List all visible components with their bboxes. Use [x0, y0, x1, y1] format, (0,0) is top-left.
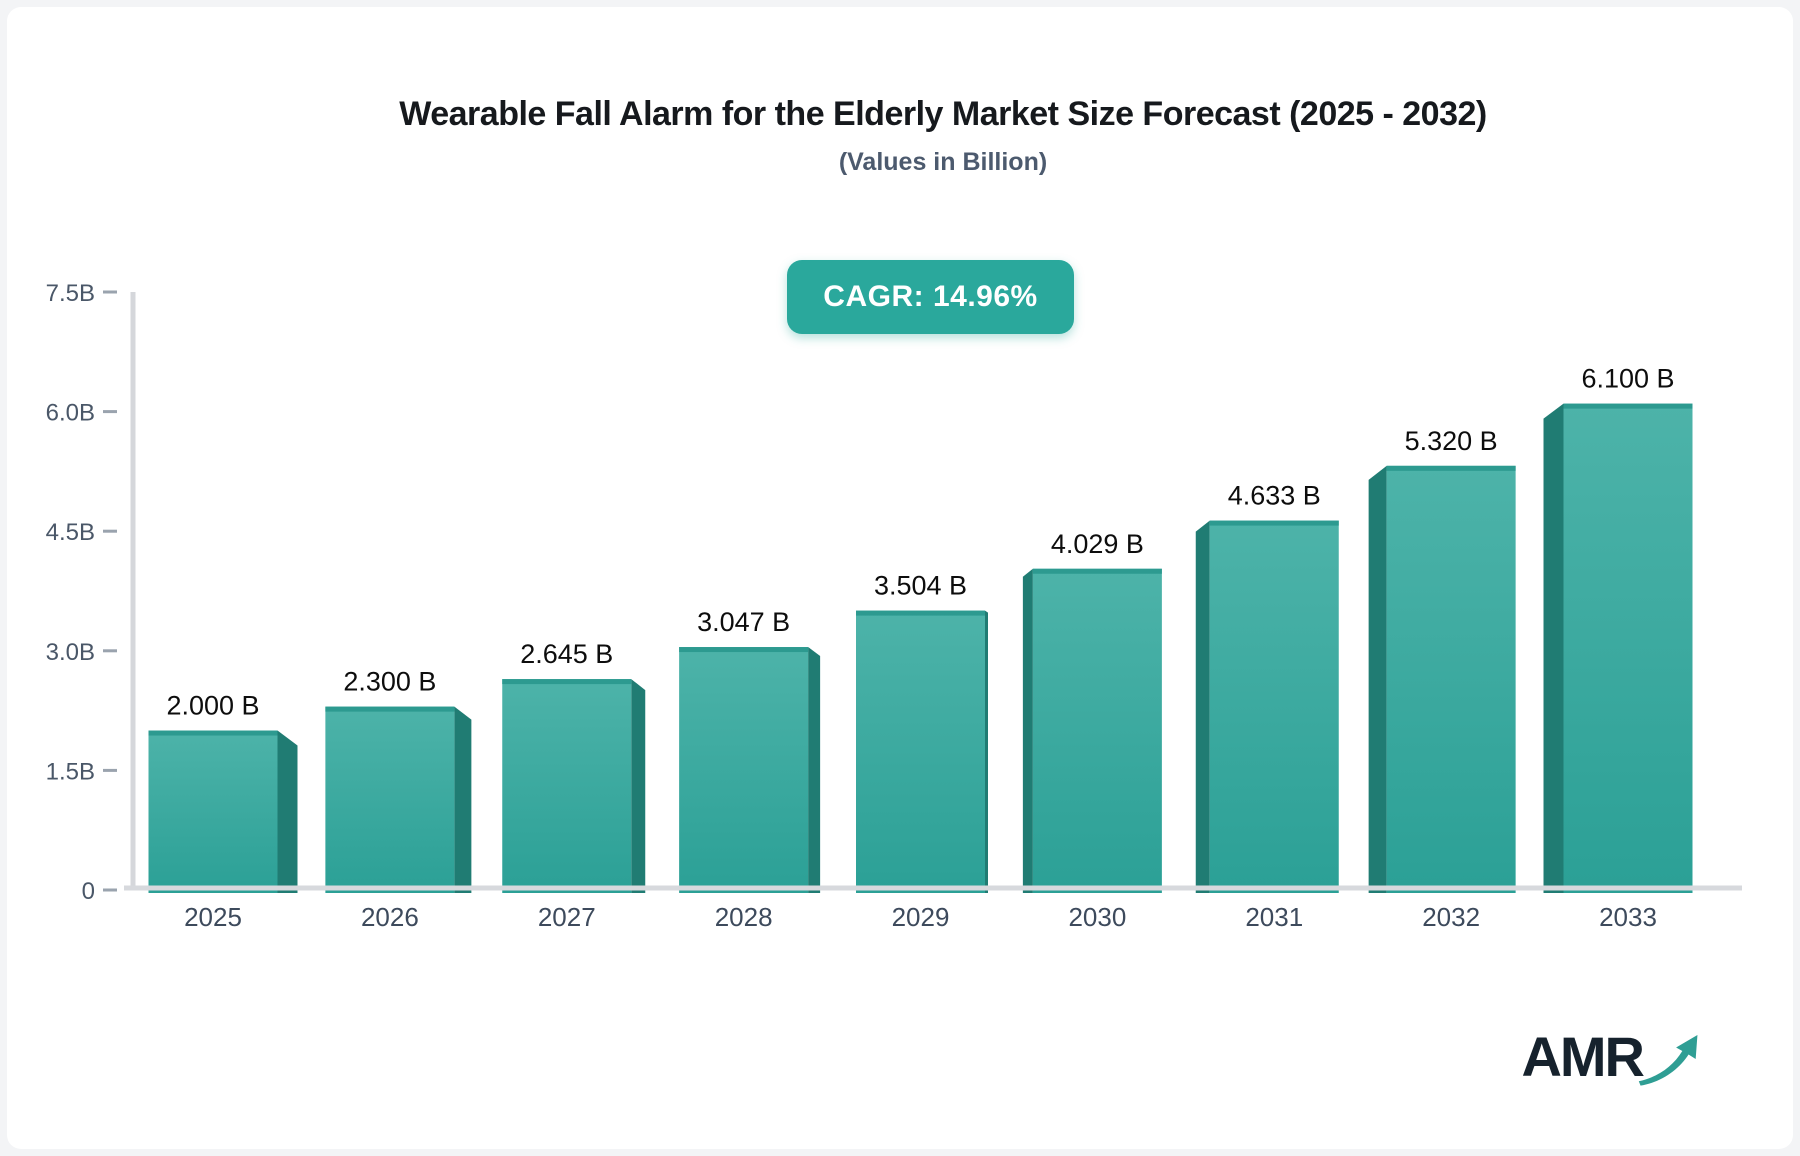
bar-side	[631, 679, 646, 893]
x-axis-year-label: 2033	[1599, 902, 1657, 932]
y-axis-tick-label: 3.0B	[46, 639, 95, 666]
bar-side	[808, 647, 821, 893]
bar-group-2032: 5.320 B 2032	[1368, 426, 1516, 932]
bar-value-label: 3.504 B	[874, 571, 967, 601]
bar-value-label: 2.300 B	[343, 667, 436, 697]
bar-group-2033: 6.100 B 2033	[1543, 364, 1693, 932]
x-axis-year-label: 2025	[184, 902, 242, 932]
page-title: Wearable Fall Alarm for the Elderly Mark…	[399, 95, 1487, 133]
bar-side	[1368, 465, 1387, 893]
brand-logo: AMR	[1521, 1029, 1701, 1087]
bar-top-edge	[1032, 568, 1162, 574]
bar-value-label: 2.000 B	[166, 691, 259, 721]
chart-subtitle: (Values in Billion)	[838, 148, 1048, 176]
y-axis-tick-mark	[103, 649, 117, 653]
bar-value-label: 2.645 B	[520, 639, 613, 669]
x-axis-year-label: 2030	[1068, 902, 1126, 932]
bar-front	[679, 647, 809, 893]
bar-side	[1022, 568, 1033, 893]
bar-side	[454, 706, 472, 893]
x-axis-year-label: 2026	[361, 902, 419, 932]
x-axis-baseline	[124, 885, 1742, 891]
bar-top-edge	[1386, 465, 1516, 471]
bar-top-edge	[1209, 520, 1339, 526]
y-axis-tick-mark	[103, 529, 117, 533]
bar-front	[1032, 568, 1162, 893]
bar-group-2029: 3.504 B 2029	[856, 571, 988, 932]
y-axis-tick-label: 6.0B	[46, 400, 95, 427]
bar-side	[1195, 520, 1210, 893]
bar-value-label: 3.047 B	[697, 607, 790, 637]
bar-top-edge	[679, 647, 809, 653]
cagr-badge: CAGR: 14.96%	[787, 260, 1074, 334]
y-axis-tick-mark	[103, 410, 117, 414]
y-axis-tick-mark	[103, 290, 117, 294]
y-axis-tick-label: 4.5B	[46, 519, 95, 546]
x-axis-year-label: 2031	[1245, 902, 1303, 932]
bar-group-2030: 4.029 B 2030	[1022, 529, 1162, 932]
bar-group-2027: 2.645 B 2027	[502, 639, 646, 932]
bar-value-label: 5.320 B	[1405, 426, 1498, 456]
bar-front	[325, 706, 455, 893]
y-axis-tick-label: 1.5B	[46, 758, 95, 785]
y-axis-tick-mark	[103, 768, 117, 772]
bar-group-2025: 2.000 B 2025	[148, 691, 298, 932]
bar-top-edge	[502, 679, 632, 685]
bar-group-2031: 4.633 B 2031	[1195, 481, 1339, 932]
bar-value-label: 4.029 B	[1051, 529, 1144, 559]
cagr-badge-label: CAGR: 14.96%	[823, 280, 1038, 313]
x-axis-year-label: 2029	[892, 902, 950, 932]
logo-arrow-icon	[1638, 1035, 1698, 1086]
bar-front	[1563, 403, 1693, 893]
bar-side	[985, 610, 988, 893]
bar-top-edge	[325, 706, 455, 712]
logo-text: AMR	[1521, 1025, 1645, 1088]
y-axis-tick-label: 7.5B	[46, 280, 95, 307]
x-axis-year-label: 2027	[538, 902, 596, 932]
y-axis-tick-label: 0	[82, 878, 95, 905]
bar-group-2026: 2.300 B 2026	[325, 667, 472, 932]
bar-front	[148, 730, 278, 893]
bar-top-edge	[148, 730, 278, 736]
chart-header: Wearable Fall Alarm for the Elderly Mark…	[107, 95, 1779, 177]
bar-front	[1209, 520, 1339, 893]
bar-group-2028: 3.047 B 2028	[679, 607, 821, 932]
bar-value-label: 4.633 B	[1228, 481, 1321, 511]
bar-side	[1543, 403, 1564, 893]
bar-front	[502, 679, 632, 893]
x-axis-year-label: 2032	[1422, 902, 1480, 932]
bar-front	[856, 610, 985, 893]
chart-card: Wearable Fall Alarm for the Elderly Mark…	[7, 7, 1793, 1149]
bar-side	[277, 730, 298, 893]
bar-top-edge	[1563, 403, 1693, 409]
bar-front	[1386, 465, 1516, 893]
bar-top-edge	[856, 610, 985, 616]
y-axis-line	[130, 292, 136, 890]
y-axis-tick-mark	[103, 888, 117, 892]
x-axis-year-label: 2028	[715, 902, 773, 932]
bar-value-label: 6.100 B	[1581, 364, 1674, 394]
